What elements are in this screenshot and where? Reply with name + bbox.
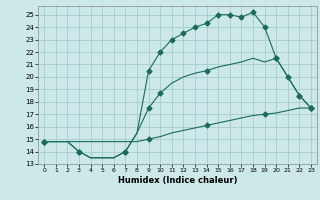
X-axis label: Humidex (Indice chaleur): Humidex (Indice chaleur) [118,176,237,185]
